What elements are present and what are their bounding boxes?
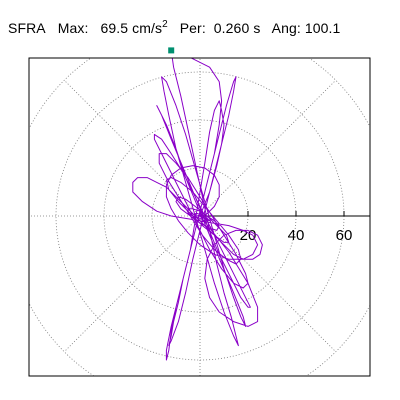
grid-spoke-315 xyxy=(199,215,337,353)
motion-trace-layer xyxy=(132,58,263,361)
max-label: Max: xyxy=(57,20,89,36)
chart-header: SFRA Max: 69.5 cm/s2 Per: 0.260 s Ang: 1… xyxy=(8,19,341,37)
grid-spoke-45 xyxy=(199,79,337,217)
marker-layer xyxy=(168,47,175,54)
max-unit-exponent: 2 xyxy=(162,19,168,30)
station-label: SFRA xyxy=(8,20,46,36)
angle-value: 100.1 xyxy=(304,20,341,36)
period-label: Per: xyxy=(179,20,206,36)
motion-trace-series-0 xyxy=(132,58,263,361)
plot-frame xyxy=(28,57,371,377)
angle-label: Ang: xyxy=(271,20,301,36)
period-value: 0.260 s xyxy=(213,20,261,36)
max-value: 69.5 xyxy=(100,20,129,36)
max-point-marker xyxy=(168,47,175,54)
radial-tick-label-60: 60 xyxy=(336,227,353,244)
grid-spoke-135 xyxy=(63,79,201,217)
grid-spoke-225 xyxy=(63,215,201,353)
polar-axis: 20 40 60 xyxy=(200,211,370,244)
radial-tick-label-40: 40 xyxy=(288,227,305,244)
max-unit: cm/s xyxy=(132,20,163,36)
